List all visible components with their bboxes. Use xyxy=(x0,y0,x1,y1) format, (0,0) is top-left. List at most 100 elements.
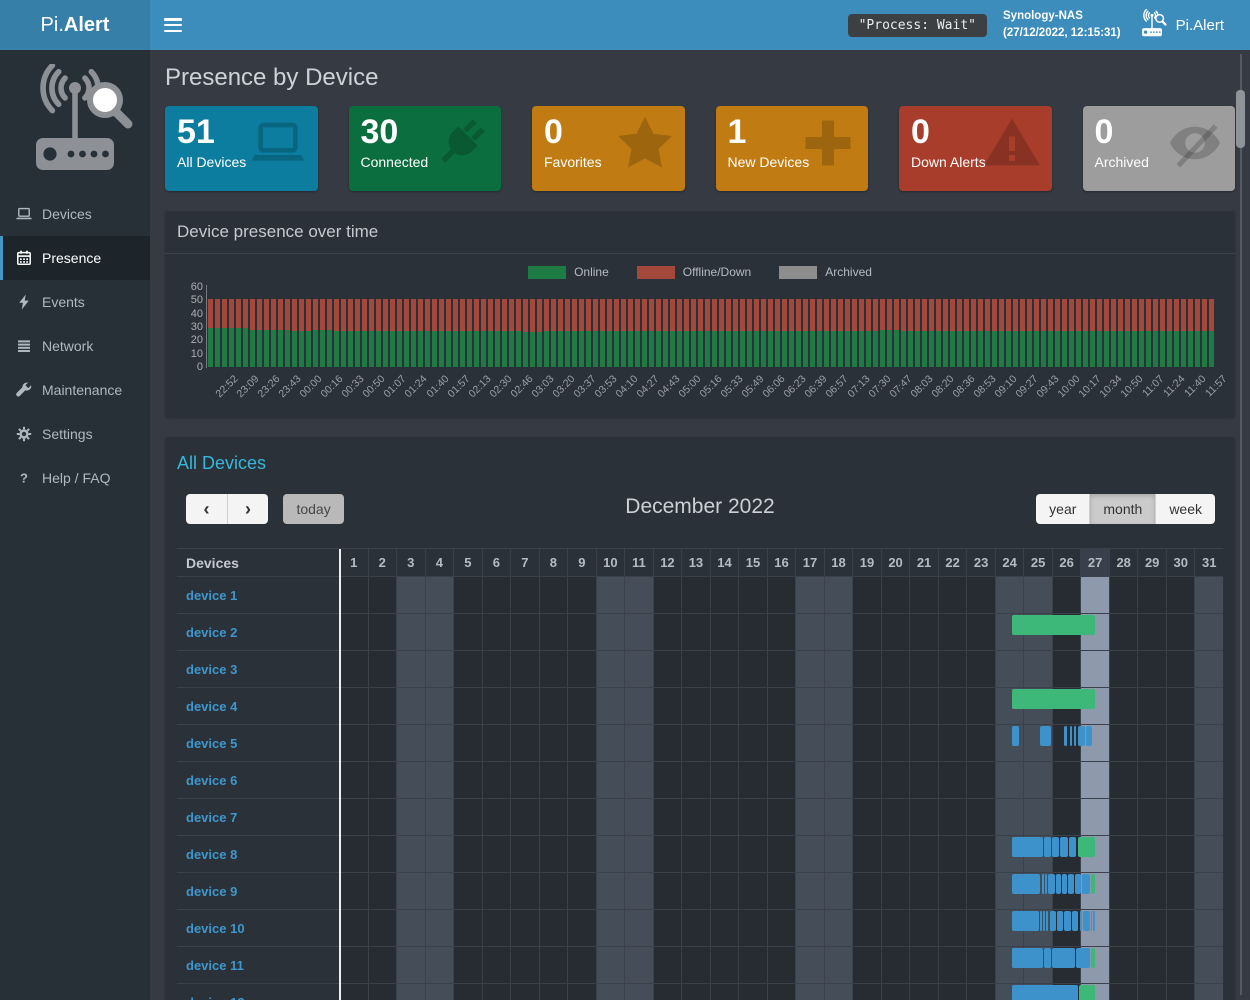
presence-segment-green[interactable] xyxy=(1090,948,1095,968)
presence-segment-blue[interactable] xyxy=(1049,911,1056,931)
day-cell-13 xyxy=(681,799,710,835)
presence-segment-blue[interactable] xyxy=(1052,948,1075,968)
presence-segment-blue[interactable] xyxy=(1043,911,1046,931)
presence-segment-blue[interactable] xyxy=(1068,837,1077,857)
chart-bar xyxy=(1202,299,1207,367)
day-cell-31 xyxy=(1194,725,1223,761)
sidebar-item-network[interactable]: Network xyxy=(0,324,150,368)
device-link[interactable]: device 9 xyxy=(186,883,238,899)
sidebar-item-help-faq[interactable]: ? Help / FAQ xyxy=(0,456,150,500)
presence-segment-blue[interactable] xyxy=(1074,726,1076,746)
presence-segment-blue[interactable] xyxy=(1043,837,1052,857)
device-link[interactable]: device 2 xyxy=(186,624,238,640)
chart-bar xyxy=(733,299,738,367)
presence-segment-blue[interactable] xyxy=(1056,911,1063,931)
presence-segment-blue[interactable] xyxy=(1046,911,1049,931)
presence-segment-blue[interactable] xyxy=(1093,911,1095,931)
presence-segment-blue[interactable] xyxy=(1039,726,1051,746)
presence-segment-blue[interactable] xyxy=(1075,948,1090,968)
day-cell-29 xyxy=(1137,836,1166,872)
presence-segment-blue[interactable] xyxy=(1067,874,1074,894)
presence-segment-blue[interactable] xyxy=(1075,874,1081,894)
day-cell-28 xyxy=(1108,651,1138,687)
presence-segment-blue[interactable] xyxy=(1063,911,1072,931)
chart-bar xyxy=(243,299,248,367)
sidebar-item-presence[interactable]: Presence xyxy=(0,236,150,280)
device-link[interactable]: device 6 xyxy=(186,772,238,788)
presence-segment-blue[interactable] xyxy=(1011,948,1043,968)
presence-segment-blue[interactable] xyxy=(1062,874,1067,894)
view-button-year[interactable]: year xyxy=(1036,494,1090,524)
presence-segment-blue[interactable] xyxy=(1011,911,1040,931)
infobox-all-devices[interactable]: 51 All Devices xyxy=(165,106,318,191)
device-link[interactable]: device 5 xyxy=(186,735,238,751)
view-button-month[interactable]: month xyxy=(1089,494,1156,524)
presence-segment-blue[interactable] xyxy=(1011,985,1078,1000)
presence-segment-blue[interactable] xyxy=(1056,874,1061,894)
sidebar-item-maintenance[interactable]: Maintenance xyxy=(0,368,150,412)
day-cell-21 xyxy=(909,725,938,761)
presence-segment-green[interactable] xyxy=(1011,615,1095,635)
presence-segment-green[interactable] xyxy=(1078,837,1095,857)
presence-segment-blue[interactable] xyxy=(1040,911,1043,931)
scrollbar-thumb[interactable] xyxy=(1236,90,1245,148)
presence-segment-blue[interactable] xyxy=(1052,837,1060,857)
presence-segment-blue[interactable] xyxy=(1090,911,1093,931)
device-link[interactable]: device 7 xyxy=(186,809,238,825)
presence-segment-green[interactable] xyxy=(1078,985,1095,1000)
device-link[interactable]: device 3 xyxy=(186,661,238,677)
presence-segment-green[interactable] xyxy=(1090,874,1095,894)
sidebar-item-devices[interactable]: Devices xyxy=(0,192,150,236)
presence-segment-blue[interactable] xyxy=(1011,874,1041,894)
infobox-down-alerts[interactable]: 0 Down Alerts xyxy=(899,106,1052,191)
day-cell-4 xyxy=(424,762,454,798)
day-cell-13 xyxy=(681,947,710,983)
presence-segment-blue[interactable] xyxy=(1047,874,1056,894)
infobox-new-devices[interactable]: 1 New Devices xyxy=(715,106,868,191)
presence-segment-green[interactable] xyxy=(1011,689,1095,709)
chart-bar xyxy=(698,299,703,367)
legend-item-offline-down[interactable]: Offline/Down xyxy=(636,265,751,279)
device-link[interactable]: device 12 xyxy=(186,995,245,1000)
presence-segment-blue[interactable] xyxy=(1082,874,1090,894)
device-link[interactable]: device 8 xyxy=(186,846,238,862)
day-header-7: 7 xyxy=(510,549,539,576)
presence-segment-blue[interactable] xyxy=(1077,726,1085,746)
app-logo[interactable]: Pi. Alert xyxy=(0,0,150,50)
presence-segment-blue[interactable] xyxy=(1063,726,1067,746)
chart-bar xyxy=(439,299,444,367)
presence-segment-blue[interactable] xyxy=(1041,874,1045,894)
day-header-23: 23 xyxy=(966,549,995,576)
infobox-connected[interactable]: 30 Connected xyxy=(348,106,501,191)
device-link[interactable]: device 10 xyxy=(186,920,245,936)
device-link[interactable]: device 1 xyxy=(186,587,238,603)
infobox-label: All Devices xyxy=(177,154,247,171)
legend-item-archived[interactable]: Archived xyxy=(779,265,872,279)
presence-segment-blue[interactable] xyxy=(1011,726,1020,746)
sidebar-item-events[interactable]: Events xyxy=(0,280,150,324)
presence-segment-blue[interactable] xyxy=(1086,726,1093,746)
device-link[interactable]: device 4 xyxy=(186,698,238,714)
today-button[interactable]: today xyxy=(283,494,344,524)
sidebar-item-settings[interactable]: Settings xyxy=(0,412,150,456)
presence-segment-blue[interactable] xyxy=(1079,911,1082,931)
next-month-button[interactable]: › xyxy=(227,494,268,524)
presence-segment-blue[interactable] xyxy=(1072,911,1079,931)
prev-month-button[interactable]: ‹ xyxy=(186,494,227,524)
legend-swatch xyxy=(528,265,567,279)
infobox-archived[interactable]: 0 Archived xyxy=(1082,106,1235,191)
device-link[interactable]: device 11 xyxy=(186,957,244,973)
presence-segment-blue[interactable] xyxy=(1069,726,1072,746)
presence-segment-blue[interactable] xyxy=(1011,837,1043,857)
chart-bar xyxy=(950,299,955,367)
presence-segment-blue[interactable] xyxy=(1043,948,1052,968)
sidebar-toggle-icon[interactable] xyxy=(164,18,182,32)
chart-bars xyxy=(208,287,1214,367)
presence-segment-blue[interactable] xyxy=(1060,837,1068,857)
view-button-week[interactable]: week xyxy=(1155,494,1215,524)
legend-item-online[interactable]: Online xyxy=(528,265,609,279)
presence-segment-blue[interactable] xyxy=(1082,911,1090,931)
chart-bar xyxy=(929,299,934,367)
infobox-favorites[interactable]: 0 Favorites xyxy=(532,106,685,191)
presence-segment-blue[interactable] xyxy=(1045,874,1047,894)
